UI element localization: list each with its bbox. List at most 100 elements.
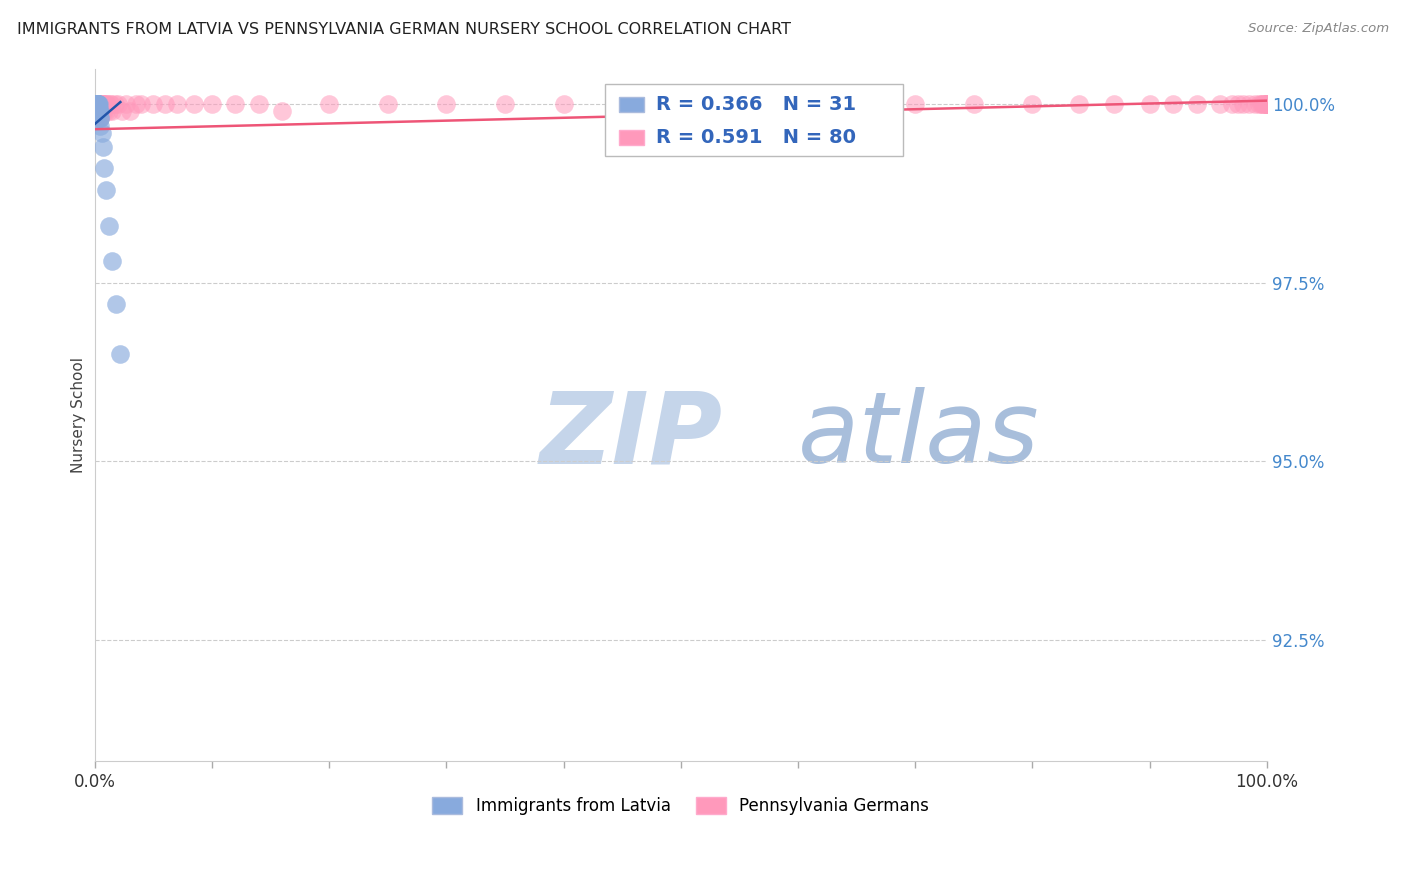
Point (271, 104, 294, 119)
Point (87, 104, 110, 119)
Point (1256, 97, 1278, 112)
Point (103, 97, 125, 112)
Point (1244, 97, 1267, 112)
Point (86, 97, 108, 112)
Point (201, 97, 224, 112)
Point (84, 104, 107, 119)
Point (89, 97, 111, 112)
Point (434, 97, 457, 112)
FancyBboxPatch shape (605, 84, 904, 156)
Point (87, 97, 110, 112)
Point (97, 219, 120, 233)
Point (89, 112, 111, 126)
Point (1247, 97, 1270, 112)
Point (247, 97, 270, 112)
Point (91, 97, 114, 112)
Point (1253, 97, 1275, 112)
Point (94, 97, 117, 112)
Bar (619, 97, 644, 112)
Point (89, 112, 111, 126)
Point (963, 97, 986, 112)
Text: atlas: atlas (799, 387, 1039, 484)
Point (89, 97, 111, 112)
Point (93, 97, 115, 112)
Text: Source: ZipAtlas.com: Source: ZipAtlas.com (1249, 22, 1389, 36)
Point (124, 97, 146, 112)
Point (87, 112, 110, 126)
Point (90, 97, 112, 112)
Point (89, 104, 111, 119)
Point (96, 97, 118, 112)
Point (93, 104, 115, 119)
Point (87, 97, 110, 112)
Point (98, 97, 121, 112)
Point (96, 104, 118, 119)
Point (84, 97, 107, 112)
Legend: Immigrants from Latvia, Pennsylvania Germans: Immigrants from Latvia, Pennsylvania Ger… (433, 797, 929, 815)
Point (1209, 97, 1232, 112)
Point (104, 297, 127, 311)
Text: ZIP: ZIP (540, 387, 723, 484)
Point (89, 112, 111, 126)
Point (91, 104, 114, 119)
Point (142, 97, 165, 112)
Point (84, 97, 107, 112)
Point (1254, 97, 1277, 112)
Point (1226, 97, 1249, 112)
Point (86, 97, 108, 112)
Point (845, 97, 868, 112)
Point (553, 97, 575, 112)
Point (110, 104, 132, 119)
Point (1254, 97, 1277, 112)
Point (96, 97, 118, 112)
Point (1069, 97, 1091, 112)
Point (1253, 97, 1275, 112)
Point (318, 97, 340, 112)
Point (904, 97, 927, 112)
Point (1104, 97, 1126, 112)
Point (89, 112, 111, 126)
Point (89, 104, 111, 119)
Point (1185, 97, 1208, 112)
Point (166, 97, 188, 112)
Point (118, 104, 141, 119)
Point (96, 183, 118, 197)
Point (1256, 97, 1278, 112)
Point (90, 126, 112, 140)
Point (728, 97, 751, 112)
Point (494, 97, 516, 112)
Point (91, 140, 114, 154)
Point (107, 97, 129, 112)
Point (1232, 97, 1254, 112)
Point (1250, 97, 1272, 112)
Text: R = 0.366   N = 31: R = 0.366 N = 31 (657, 95, 856, 114)
Point (89, 97, 111, 112)
Point (610, 97, 633, 112)
Point (89, 104, 111, 119)
Y-axis label: Nursery School: Nursery School (72, 357, 86, 473)
Point (1251, 97, 1274, 112)
Point (787, 97, 810, 112)
Point (90, 104, 112, 119)
Point (86, 112, 108, 126)
Point (89, 104, 111, 119)
Point (101, 104, 124, 119)
Text: IMMIGRANTS FROM LATVIA VS PENNSYLVANIA GERMAN NURSERY SCHOOL CORRELATION CHART: IMMIGRANTS FROM LATVIA VS PENNSYLVANIA G… (17, 22, 790, 37)
Point (84, 97, 107, 112)
Point (1256, 97, 1278, 112)
Point (87, 97, 110, 112)
Point (89, 104, 111, 119)
Point (86, 104, 108, 119)
Point (86, 97, 108, 112)
Bar (619, 130, 644, 145)
Point (89, 119, 111, 133)
Point (153, 97, 176, 112)
Point (1139, 97, 1161, 112)
Point (669, 97, 692, 112)
Point (89, 97, 111, 112)
Text: R = 0.591   N = 80: R = 0.591 N = 80 (657, 128, 856, 147)
Point (83, 97, 105, 112)
Point (87, 97, 110, 112)
Point (84, 97, 107, 112)
Point (1220, 97, 1243, 112)
